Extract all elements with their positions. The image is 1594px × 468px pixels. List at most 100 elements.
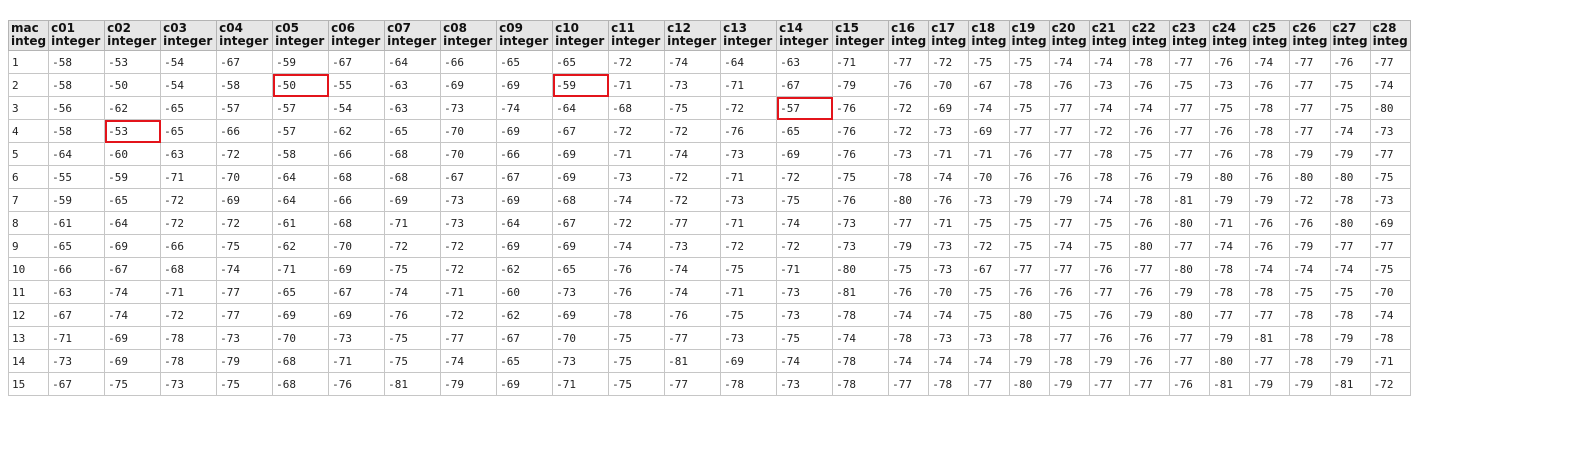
table-cell[interactable]: -78	[1249, 119, 1291, 143]
table-cell[interactable]: -74	[1088, 188, 1130, 212]
table-cell[interactable]: -59	[48, 188, 106, 212]
table-cell[interactable]: -64	[496, 211, 554, 235]
table-cell[interactable]: -81	[832, 280, 890, 304]
table-cell[interactable]: 9	[7, 234, 50, 258]
table-cell[interactable]: -75	[608, 326, 666, 350]
table-cell[interactable]: -72	[1289, 188, 1331, 212]
table-cell[interactable]: -75	[1008, 96, 1050, 120]
table-cell[interactable]: -71	[1209, 211, 1251, 235]
table-cell[interactable]: -64	[272, 165, 330, 189]
column-header-c20[interactable]: c20 integ	[1048, 20, 1090, 51]
table-cell[interactable]: -66	[328, 188, 386, 212]
table-cell[interactable]: -81	[1249, 326, 1291, 350]
table-cell[interactable]: -81	[1329, 372, 1371, 396]
table-cell[interactable]: -73	[328, 326, 386, 350]
table-cell[interactable]: -77	[1128, 257, 1171, 281]
table-cell[interactable]: -65	[104, 188, 162, 212]
table-cell[interactable]: -76	[1008, 280, 1050, 304]
table-cell[interactable]: -77	[216, 280, 274, 304]
table-cell[interactable]: -66	[216, 119, 274, 143]
table-cell[interactable]: -75	[384, 326, 442, 350]
table-cell[interactable]: -66	[440, 50, 498, 74]
table-cell[interactable]: -78	[832, 349, 890, 373]
table-cell[interactable]: -67	[104, 257, 162, 281]
table-cell[interactable]: -60	[104, 142, 162, 166]
table-cell[interactable]: -77	[1048, 211, 1090, 235]
column-header-c02[interactable]: c02 integer	[104, 20, 162, 51]
column-header-mac[interactable]: mac integ	[7, 20, 50, 51]
table-cell[interactable]: -80	[832, 257, 890, 281]
table-cell[interactable]: -67	[440, 165, 498, 189]
table-cell[interactable]: -68	[384, 165, 442, 189]
table-cell[interactable]: -71	[776, 257, 834, 281]
table-cell[interactable]: -79	[1008, 188, 1050, 212]
table-cell[interactable]: -67	[496, 165, 554, 189]
table-cell[interactable]: -74	[928, 349, 970, 373]
table-cell[interactable]: -58	[48, 119, 106, 143]
table-cell[interactable]: -75	[664, 96, 722, 120]
table-cell[interactable]: -72	[664, 165, 722, 189]
table-cell[interactable]: -77	[1008, 119, 1050, 143]
table-cell[interactable]: -80	[1369, 96, 1411, 120]
table-cell[interactable]: -78	[928, 372, 970, 396]
column-header-c03[interactable]: c03 integer	[160, 20, 218, 51]
table-cell[interactable]: -74	[664, 257, 722, 281]
table-cell[interactable]: -71	[440, 280, 498, 304]
table-cell[interactable]: -75	[104, 372, 162, 396]
table-cell[interactable]: -73	[552, 280, 610, 304]
table-cell[interactable]: -75	[968, 280, 1010, 304]
column-header-c05[interactable]: c05 integer	[272, 20, 330, 51]
table-cell[interactable]: -76	[1128, 211, 1171, 235]
table-cell[interactable]: -65	[552, 50, 610, 74]
table-cell[interactable]: -75	[1088, 211, 1130, 235]
table-cell[interactable]: -69	[272, 303, 330, 327]
table-cell[interactable]: -80	[1008, 372, 1050, 396]
table-cell[interactable]: -72	[664, 119, 722, 143]
table-cell[interactable]: -75	[1048, 303, 1090, 327]
table-cell[interactable]: -77	[1369, 50, 1411, 74]
table-cell[interactable]: -74	[104, 280, 162, 304]
column-header-c10[interactable]: c10 integer	[552, 20, 610, 51]
table-cell[interactable]: -77	[1249, 349, 1291, 373]
table-cell[interactable]: -64	[384, 50, 442, 74]
highlighted-cell[interactable]: -59	[552, 73, 610, 97]
table-cell[interactable]: -74	[888, 303, 930, 327]
table-cell[interactable]: -76	[1128, 280, 1171, 304]
table-cell[interactable]: 7	[7, 188, 50, 212]
table-cell[interactable]: -76	[832, 188, 890, 212]
table-cell[interactable]: -70	[328, 234, 386, 258]
table-cell[interactable]: -80	[1168, 211, 1211, 235]
table-cell[interactable]: -77	[1048, 119, 1090, 143]
table-cell[interactable]: -72	[160, 211, 218, 235]
table-cell[interactable]: -67	[968, 73, 1010, 97]
highlighted-cell[interactable]: -50	[272, 73, 330, 97]
table-cell[interactable]: -77	[664, 211, 722, 235]
table-cell[interactable]: -74	[1088, 50, 1130, 74]
table-cell[interactable]: -69	[104, 326, 162, 350]
table-cell[interactable]: -76	[1249, 165, 1291, 189]
table-cell[interactable]: -69	[104, 234, 162, 258]
table-cell[interactable]: -74	[1088, 96, 1130, 120]
table-cell[interactable]: -71	[720, 211, 778, 235]
table-cell[interactable]: -76	[1209, 50, 1251, 74]
table-cell[interactable]: -77	[888, 372, 930, 396]
table-cell[interactable]: -75	[1329, 280, 1371, 304]
table-cell[interactable]: -76	[1249, 234, 1291, 258]
table-cell[interactable]: -68	[328, 165, 386, 189]
table-cell[interactable]: -72	[608, 119, 666, 143]
table-cell[interactable]: -73	[1209, 73, 1251, 97]
table-cell[interactable]: -71	[608, 142, 666, 166]
table-cell[interactable]: -77	[664, 372, 722, 396]
table-cell[interactable]: -73	[1088, 73, 1130, 97]
table-cell[interactable]: -78	[1128, 50, 1171, 74]
table-cell[interactable]: -79	[1168, 280, 1211, 304]
table-cell[interactable]: -73	[720, 188, 778, 212]
table-cell[interactable]: -74	[776, 211, 834, 235]
table-cell[interactable]: -65	[48, 234, 106, 258]
table-cell[interactable]: -66	[160, 234, 218, 258]
table-cell[interactable]: -73	[928, 257, 970, 281]
table-cell[interactable]: -71	[160, 280, 218, 304]
table-cell[interactable]: -76	[1048, 280, 1090, 304]
table-cell[interactable]: -72	[888, 119, 930, 143]
table-cell[interactable]: -65	[384, 119, 442, 143]
